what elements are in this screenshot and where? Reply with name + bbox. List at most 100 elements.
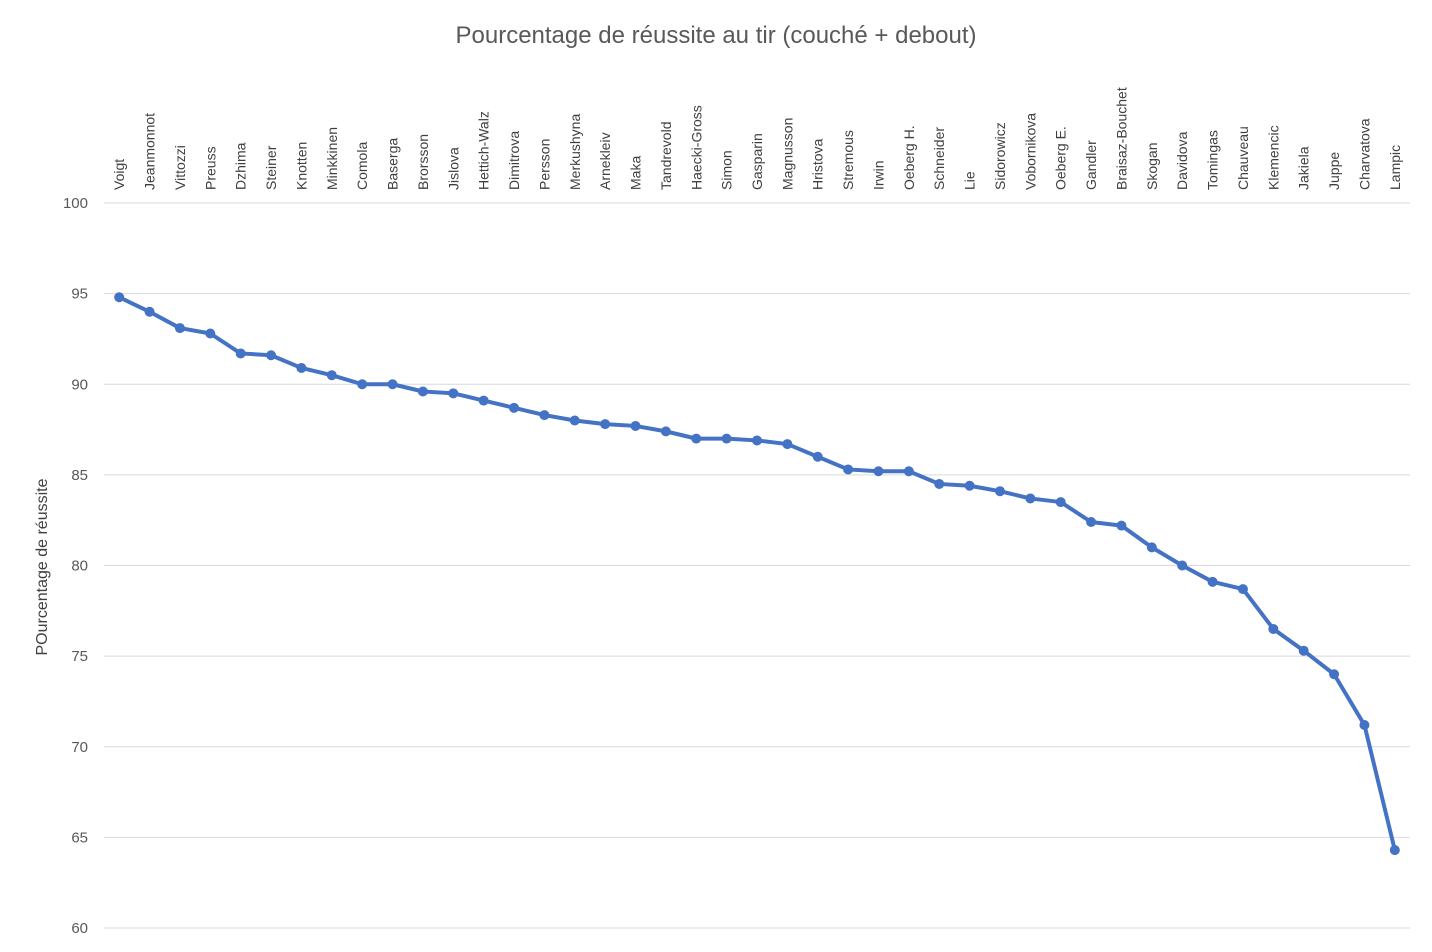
y-tick-label: 100 xyxy=(63,195,88,212)
y-tick-label: 60 xyxy=(71,920,88,937)
x-tick-label: Skogan xyxy=(1144,143,1160,190)
data-point-dimitrova xyxy=(509,402,520,413)
data-point-davidova xyxy=(1177,560,1188,571)
data-point-irwin xyxy=(873,466,884,477)
x-tick-label: Gandler xyxy=(1083,140,1099,190)
data-point-knotten xyxy=(296,362,307,373)
data-point-arnekleiv xyxy=(600,419,611,430)
data-point-jeanmonnot xyxy=(144,306,155,317)
data-point-tandrevold xyxy=(660,426,671,437)
data-point-skogan xyxy=(1146,542,1157,553)
data-point-stremous xyxy=(843,464,854,475)
x-tick-label: Irwin xyxy=(870,160,886,190)
data-point-haecki-gross xyxy=(691,433,702,444)
data-point-minkkinen xyxy=(326,370,337,381)
x-tick-label: Merkushyna xyxy=(567,114,583,190)
x-tick-label: Minkkinen xyxy=(324,127,340,190)
x-tick-label: Brorsson xyxy=(415,134,431,190)
data-point-dzhima xyxy=(235,348,246,359)
x-tick-label: Simon xyxy=(719,150,735,190)
data-point-juppe xyxy=(1329,669,1340,680)
x-tick-label: Schneider xyxy=(931,127,947,190)
data-point-lie xyxy=(964,480,975,491)
data-point-persson xyxy=(539,410,550,421)
data-point-steiner xyxy=(266,350,277,361)
data-point-charvatova xyxy=(1359,720,1370,730)
x-tick-label: Sidorowicz xyxy=(992,122,1008,190)
x-tick-label: Dimitrova xyxy=(506,131,522,190)
y-tick-label: 85 xyxy=(71,467,88,484)
x-tick-label: Lampic xyxy=(1387,145,1403,190)
data-point-merkushyna xyxy=(569,415,580,426)
data-point-braisaz-bouchet xyxy=(1116,520,1127,531)
x-tick-label: Davidova xyxy=(1174,131,1190,190)
data-point-jakiela xyxy=(1298,645,1309,656)
data-point-tomingas xyxy=(1207,576,1218,587)
data-point-vittozzi xyxy=(174,323,185,334)
data-point-hettich-walz xyxy=(478,395,489,406)
x-tick-label: Oeberg E. xyxy=(1053,126,1069,190)
y-tick-label: 80 xyxy=(71,558,88,575)
x-tick-label: Chauveau xyxy=(1235,126,1251,190)
data-point-maka xyxy=(630,420,641,431)
data-point-gasparin xyxy=(752,435,762,446)
y-tick-labels: 60 65 70 75 80 85 90 95 100 xyxy=(63,195,88,937)
y-tick-label: 65 xyxy=(71,829,88,846)
series-line xyxy=(117,295,1397,853)
data-point-simon xyxy=(721,433,732,444)
y-tick-label: 90 xyxy=(71,376,88,393)
x-tick-label: Arnekleiv xyxy=(597,132,613,190)
data-point-voigt xyxy=(114,292,125,303)
data-point-chauveau xyxy=(1237,584,1248,595)
data-point-lampic xyxy=(1389,845,1400,856)
data-point-hristova xyxy=(812,451,823,462)
x-tick-label: Tomingas xyxy=(1205,130,1221,190)
x-tick-label: Preuss xyxy=(202,146,218,190)
x-tick-label: Hristova xyxy=(810,138,826,190)
x-tick-label: Jakiela xyxy=(1296,146,1312,190)
x-tick-label: Tandrevold xyxy=(658,122,674,191)
x-tick-label: Haecki-Gross xyxy=(688,105,704,190)
x-tick-label: Vittozzi xyxy=(172,145,188,190)
x-tick-label: Hettich-Walz xyxy=(476,111,492,190)
x-tick-label: Stremous xyxy=(840,130,856,190)
data-point-baserga xyxy=(387,379,398,390)
x-tick-label: Klemencic xyxy=(1265,125,1281,190)
x-tick-label: Vobornikova xyxy=(1022,113,1038,190)
series-layer xyxy=(114,292,1400,856)
x-tick-label: Magnusson xyxy=(779,118,795,190)
chart-title: Pourcentage de réussite au tir (couché +… xyxy=(456,22,977,49)
data-point-schneider xyxy=(934,478,945,489)
data-point-klemencic xyxy=(1268,623,1279,634)
x-tick-label: Braisaz-Bouchet xyxy=(1113,87,1129,190)
x-tick-label: Maka xyxy=(628,156,644,190)
x-tick-label: Lie xyxy=(962,171,978,190)
data-point-oeberg-h- xyxy=(903,466,914,477)
y-tick-label: 75 xyxy=(71,648,88,665)
data-point-vobornikova xyxy=(1025,493,1036,504)
data-point-comola xyxy=(357,379,368,390)
data-point-magnusson xyxy=(782,439,793,450)
data-point-sidorowicz xyxy=(994,486,1005,497)
x-tick-label: Dzhima xyxy=(233,142,249,190)
x-tick-label: Comola xyxy=(354,142,370,190)
x-tick-label: Knotten xyxy=(293,142,309,190)
x-tick-label: Persson xyxy=(536,139,552,190)
y-tick-label: 70 xyxy=(71,739,88,756)
x-tick-label: Jislova xyxy=(445,147,461,190)
x-tick-label: Gasparin xyxy=(749,133,765,190)
data-point-jislova xyxy=(448,388,459,399)
x-tick-label: Baserga xyxy=(385,138,401,190)
x-tick-label: Steiner xyxy=(263,145,279,190)
x-tick-label: Voigt xyxy=(111,159,127,190)
y-axis-title: POurcentage de réussite xyxy=(34,478,51,655)
x-tick-label: Charvatova xyxy=(1356,118,1372,190)
x-tick-labels: Voigt Jeanmonnot Vittozzi Preuss Dzhima Stein… xyxy=(111,87,1403,190)
x-tick-label: Juppe xyxy=(1326,152,1342,190)
gridlines xyxy=(104,202,1410,929)
y-tick-label: 95 xyxy=(71,286,88,303)
data-point-preuss xyxy=(205,328,216,339)
data-point-brorsson xyxy=(417,386,428,397)
